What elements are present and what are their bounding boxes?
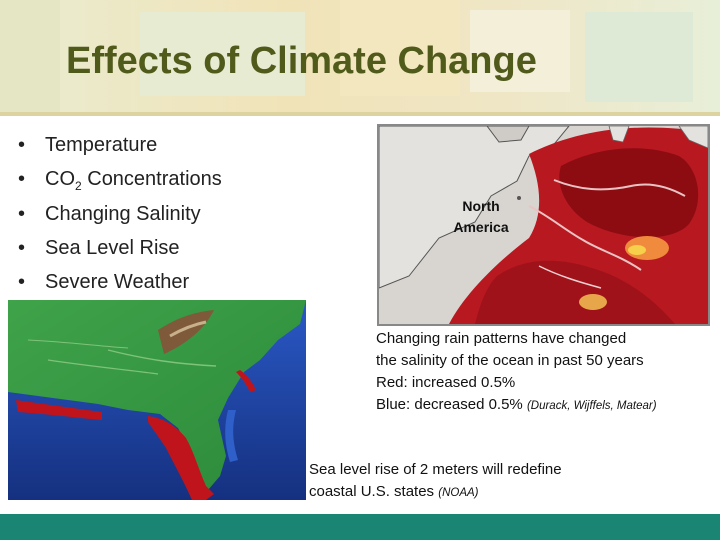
salinity-caption-line3: Red: increased 0.5%	[376, 374, 516, 391]
salinity-map-image	[377, 124, 710, 326]
bullet-dot: •	[18, 236, 26, 259]
header-tile	[340, 0, 460, 96]
bullet-dot: •	[18, 168, 26, 191]
header-rule	[0, 112, 720, 116]
sea-level-caption-line2: coastal U.S. states	[309, 483, 435, 500]
bullet-text-co: CO	[45, 168, 75, 191]
salinity-caption-line1: Changing rain patterns have changed	[376, 330, 627, 347]
salinity-citation: (Durack, Wijffels, Matear)	[526, 400, 657, 412]
header-tile	[585, 12, 693, 102]
header-tile	[470, 10, 570, 92]
header-tile	[140, 12, 305, 96]
sea-level-caption-line2-wrap: coastal U.S. states (NOAA)	[309, 481, 562, 504]
bullet-text: CO2 Concentrations	[45, 164, 222, 196]
bullet-text: Sea Level Rise	[45, 236, 180, 259]
north-america-label: North America	[446, 196, 516, 238]
bullet-dot: •	[18, 271, 26, 294]
salinity-map-graphic	[379, 126, 708, 324]
sea-level-caption: Sea level rise of 2 meters will redefine…	[309, 459, 562, 504]
salinity-caption-line2: the salinity of the ocean in past 50 yea…	[376, 352, 644, 369]
salinity-caption-line4: Blue: decreased 0.5%	[376, 396, 523, 413]
north-america-label-line2: America	[453, 219, 509, 235]
bullet-subscript: 2	[75, 179, 82, 194]
sea-level-citation: (NOAA)	[438, 487, 479, 499]
sea-level-map-graphic	[8, 300, 306, 500]
bullet-text: Temperature	[45, 134, 158, 156]
salinity-caption: Changing rain patterns have changed the …	[376, 328, 657, 417]
bullet-text-concentrations: Concentrations	[81, 168, 222, 191]
header-band	[0, 0, 720, 112]
north-america-label-line1: North	[462, 198, 500, 214]
sea-level-caption-line1: Sea level rise of 2 meters will redefine	[309, 461, 562, 478]
bullet-text: Changing Salinity	[45, 202, 201, 225]
slide-title: Effects of Climate Change	[66, 40, 537, 82]
footer-bar	[0, 514, 720, 540]
bullet-text: Severe Weather	[45, 271, 190, 294]
sea-level-map-image	[8, 300, 306, 500]
bullet-dot: •	[18, 134, 26, 156]
header-tile	[0, 0, 60, 112]
salinity-caption-line4-wrap: Blue: decreased 0.5% (Durack, Wijffels, …	[376, 394, 657, 417]
bullet-dot: •	[18, 202, 26, 225]
